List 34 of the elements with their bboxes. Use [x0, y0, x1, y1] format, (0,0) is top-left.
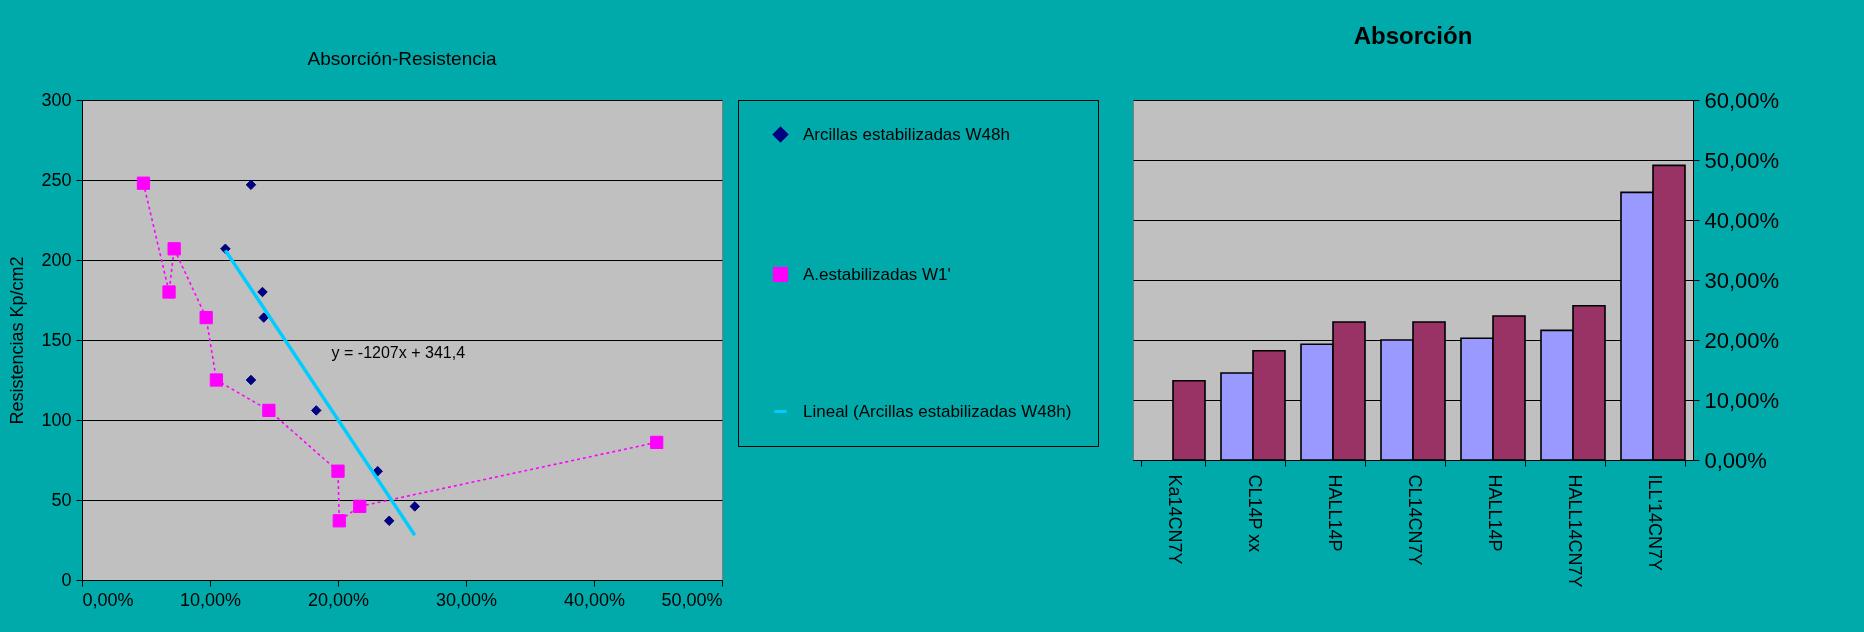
y-axis-title: Resistencias Kp/cm2: [7, 256, 28, 425]
y-tick-label: 150: [41, 329, 72, 350]
y2-tick-label: 30,00%: [1704, 267, 1780, 293]
x-tick-label: 20,00%: [307, 589, 370, 610]
y-tick-label: 200: [41, 249, 72, 270]
x-tick-label: CL14CN7Y: [1404, 474, 1425, 566]
annotation: y = -1207x + 341,4: [331, 344, 466, 361]
y2-tick-label: 50,00%: [1704, 147, 1780, 173]
y2-tick-label: 20,00%: [1704, 327, 1780, 353]
x-tick-label: 40,00%: [563, 589, 626, 610]
legend-label: Lineal (Arcillas estabilizadas W48h): [803, 401, 1072, 421]
x-tick-label: HALL14P: [1324, 474, 1345, 552]
x-tick-label: CL14P xx: [1244, 474, 1265, 553]
x-tick-label: 30,00%: [435, 589, 498, 610]
y-tick-label: 300: [41, 89, 72, 110]
x-tick-label: HALL14P: [1484, 474, 1505, 552]
x-tick-label: 0,00%: [82, 589, 134, 610]
chart-title: Absorción-Resistencia: [307, 48, 497, 69]
x-tick-label: 10,00%: [179, 589, 242, 610]
x-tick-label: 50,00%: [661, 589, 723, 610]
y-tick-label: 100: [41, 409, 72, 430]
y2-tick-label: 40,00%: [1704, 207, 1780, 233]
y2-tick-label: 10,00%: [1704, 387, 1780, 413]
y-tick-label: 250: [41, 169, 72, 190]
legend-label: Arcillas estabilizadas W48h: [803, 124, 1010, 144]
y2-tick-label: 60,00%: [1704, 87, 1780, 113]
chart-title: Absorción: [1353, 22, 1473, 49]
y2-tick-label: 0,00%: [1704, 447, 1767, 473]
y-tick-label: 50: [51, 489, 72, 510]
legend-label: A.estabilizadas W1': [803, 264, 951, 284]
y-tick-label: 0: [61, 569, 72, 590]
x-tick-label: Ka14CN7Y: [1164, 474, 1185, 565]
x-tick-label: HALL14CN7Y: [1564, 474, 1585, 588]
x-tick-label: ILL'14CN7Y: [1644, 474, 1665, 571]
